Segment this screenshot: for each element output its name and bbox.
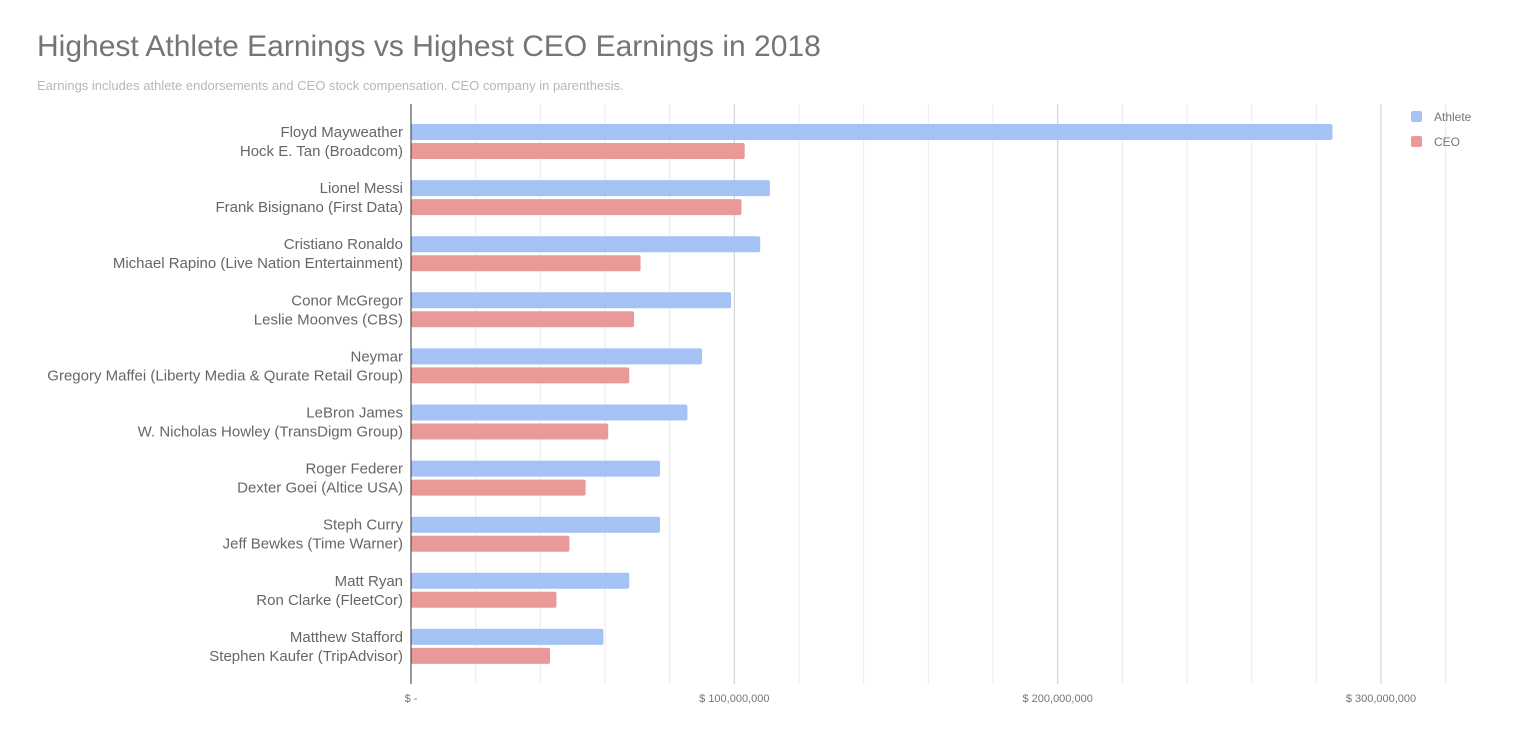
ceo-bar [411, 591, 557, 608]
ceo-bar [411, 423, 609, 440]
athlete-bar [411, 236, 761, 253]
athlete-label: Neymar [350, 348, 403, 365]
athlete-bar [411, 292, 732, 309]
ceo-label: Leslie Moonves (CBS) [254, 311, 403, 328]
athlete-label: LeBron James [306, 405, 403, 422]
athlete-label: Lionel Messi [320, 180, 403, 197]
ceo-label: Dexter Goei (Altice USA) [237, 480, 403, 497]
chart-title: Highest Athlete Earnings vs Highest CEO … [37, 30, 821, 63]
athlete-bar [411, 180, 770, 197]
ceo-bar [411, 367, 630, 384]
x-tick-label: $ 100,000,000 [699, 693, 769, 705]
ceo-bar [411, 255, 641, 272]
ceo-label: Hock E. Tan (Broadcom) [240, 143, 403, 160]
x-tick-label: $ 300,000,000 [1346, 693, 1416, 705]
athlete-label: Steph Curry [323, 517, 404, 534]
ceo-label: Gregory Maffei (Liberty Media & Qurate R… [47, 367, 403, 384]
ceo-bar [411, 199, 742, 216]
legend-swatch-athlete [1411, 111, 1422, 122]
ceo-bar [411, 535, 570, 552]
legend-label-athlete: Athlete [1434, 109, 1472, 124]
legend-label-ceo: CEO [1434, 134, 1461, 149]
athlete-bar [411, 516, 660, 533]
ceo-bar [411, 143, 745, 159]
x-tick-label: $ - [405, 693, 418, 705]
ceo-label: Michael Rapino (Live Nation Entertainmen… [113, 255, 403, 272]
chart-subtitle: Earnings includes athlete endorsements a… [37, 78, 624, 93]
ceo-bar [411, 479, 586, 496]
x-tick-label: $ 200,000,000 [1022, 693, 1092, 705]
athlete-bar [411, 628, 604, 645]
legend: Athlete CEO [1411, 104, 1471, 154]
athlete-bar [411, 572, 630, 589]
legend-swatch-ceo [1411, 136, 1422, 147]
athlete-bar [411, 124, 1333, 140]
ceo-label: Ron Clarke (FleetCor) [256, 592, 403, 609]
ceo-bar [411, 311, 635, 328]
athlete-label: Conor McGregor [291, 292, 403, 309]
ceo-bar [411, 647, 551, 664]
athlete-label: Cristiano Ronaldo [284, 236, 403, 253]
athlete-label: Floyd Mayweather [280, 124, 403, 141]
legend-item-ceo[interactable]: CEO [1411, 129, 1471, 154]
ceo-label: Frank Bisignano (First Data) [215, 199, 403, 216]
ceo-label: W. Nicholas Howley (TransDigm Group) [138, 424, 403, 441]
athlete-bar [411, 348, 702, 365]
legend-item-athlete[interactable]: Athlete [1411, 104, 1471, 129]
ceo-label: Jeff Bewkes (Time Warner) [223, 536, 403, 553]
athlete-label: Matt Ryan [335, 573, 403, 590]
athlete-label: Roger Federer [305, 461, 403, 478]
ceo-label: Stephen Kaufer (TripAdvisor) [209, 648, 403, 665]
athlete-label: Matthew Stafford [290, 629, 403, 646]
athlete-bar [411, 404, 688, 421]
athlete-bar [411, 460, 660, 477]
